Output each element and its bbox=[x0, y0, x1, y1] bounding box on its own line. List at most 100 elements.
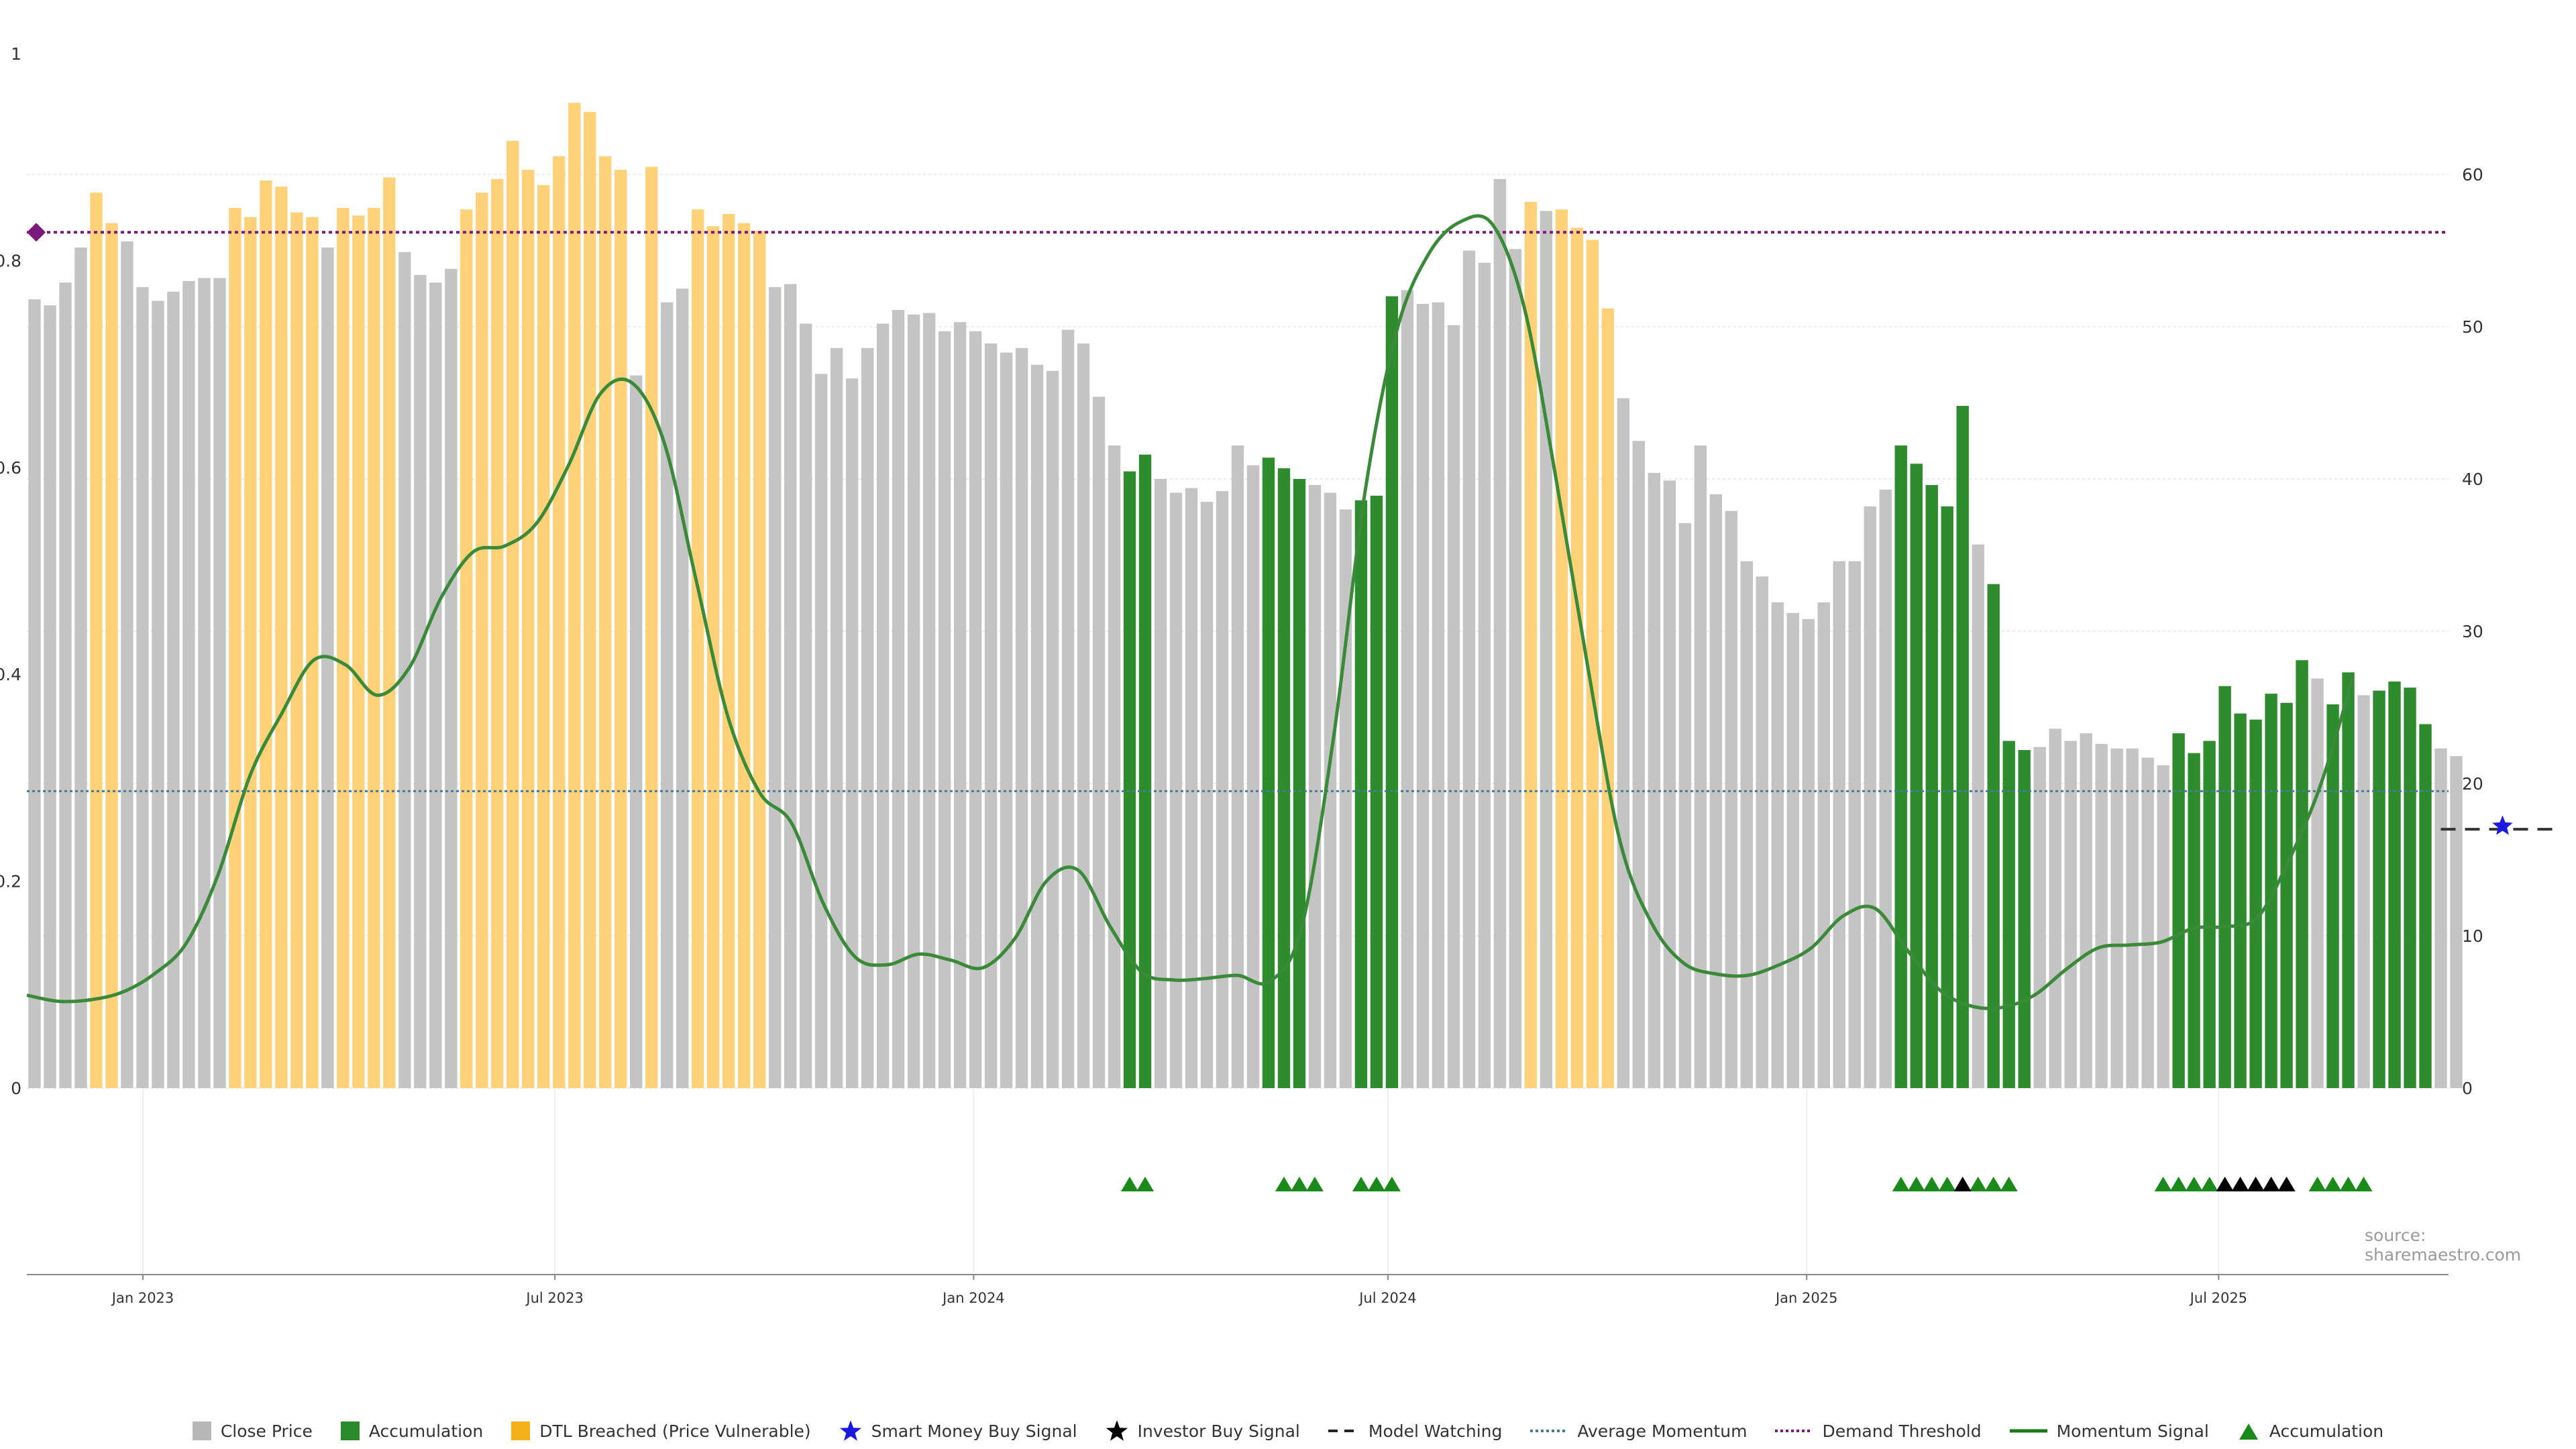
bar bbox=[1632, 441, 1646, 1088]
accumulation-signal-marker bbox=[1367, 1177, 1385, 1191]
bar bbox=[2080, 733, 2092, 1088]
bar bbox=[2049, 729, 2061, 1088]
bar bbox=[1756, 576, 1768, 1088]
bar bbox=[1108, 445, 1121, 1088]
bar bbox=[1447, 325, 1460, 1089]
accumulation-signal-marker bbox=[1907, 1177, 1925, 1191]
accumulation-signal-marker bbox=[1121, 1177, 1139, 1191]
bar bbox=[1030, 364, 1044, 1088]
bar bbox=[553, 156, 566, 1088]
bar bbox=[74, 247, 87, 1089]
bar bbox=[2033, 747, 2046, 1088]
bar bbox=[799, 323, 812, 1089]
bar bbox=[28, 299, 41, 1088]
bar bbox=[213, 278, 226, 1088]
bar bbox=[2249, 719, 2262, 1088]
bar bbox=[1864, 506, 1876, 1088]
investor-signal-marker bbox=[2216, 1177, 2234, 1191]
bar bbox=[722, 214, 735, 1088]
investor-signal-marker bbox=[1953, 1177, 1972, 1191]
bar bbox=[398, 252, 411, 1088]
bar bbox=[491, 178, 504, 1088]
bar bbox=[2326, 704, 2339, 1088]
bar bbox=[1570, 227, 1584, 1089]
bar bbox=[506, 141, 519, 1088]
bar bbox=[1416, 303, 1430, 1089]
bar bbox=[1601, 308, 1615, 1088]
bar bbox=[368, 207, 380, 1089]
bar bbox=[1925, 485, 1938, 1088]
left-tick-label: 0 bbox=[11, 1079, 21, 1098]
legend-label: Accumulation bbox=[368, 1421, 484, 1441]
legend-label: Accumulation bbox=[2269, 1421, 2384, 1441]
legend-item: Accumulation bbox=[340, 1421, 484, 1441]
investor-signal-marker bbox=[2231, 1177, 2249, 1191]
bar bbox=[1061, 329, 1075, 1088]
legend-label: Close Price bbox=[220, 1421, 313, 1441]
bar bbox=[1694, 445, 1707, 1088]
bar bbox=[2450, 756, 2463, 1088]
accumulation-signal-marker bbox=[2308, 1177, 2326, 1191]
accumulation-signal-marker bbox=[2324, 1177, 2342, 1191]
accumulation-signal-marker bbox=[2000, 1177, 2018, 1191]
bar bbox=[1910, 464, 1923, 1088]
accumulation-signal-marker bbox=[2154, 1177, 2172, 1191]
bar bbox=[1123, 471, 1136, 1088]
bar bbox=[1879, 489, 1892, 1088]
bar bbox=[1617, 398, 1630, 1089]
bar bbox=[907, 314, 920, 1089]
legend-square-icon bbox=[340, 1421, 360, 1440]
bar bbox=[1586, 239, 1599, 1088]
bar bbox=[383, 177, 396, 1088]
bar bbox=[1200, 502, 1214, 1088]
bar bbox=[2280, 702, 2293, 1088]
bar bbox=[1015, 347, 1028, 1088]
bar bbox=[2342, 672, 2355, 1088]
bar bbox=[584, 111, 596, 1089]
bar bbox=[1185, 488, 1198, 1088]
bar bbox=[121, 241, 133, 1088]
bar bbox=[198, 278, 211, 1088]
bar bbox=[661, 302, 674, 1089]
bar bbox=[321, 247, 334, 1089]
bar bbox=[2172, 733, 2185, 1088]
legend-item: DTL Breached (Price Vulnerable) bbox=[511, 1421, 811, 1441]
bar bbox=[275, 186, 288, 1088]
accumulation-signal-marker bbox=[1938, 1177, 1956, 1191]
bar bbox=[1941, 506, 1953, 1088]
bar bbox=[1339, 509, 1352, 1088]
bar bbox=[2419, 724, 2432, 1088]
accumulation-signal-marker bbox=[1969, 1177, 1987, 1191]
right-tick-label: 10 bbox=[2462, 926, 2483, 946]
bar bbox=[969, 331, 982, 1088]
bar bbox=[1216, 491, 1229, 1088]
x-tick-label: Jan 2023 bbox=[111, 1290, 174, 1306]
bar bbox=[1293, 479, 1306, 1088]
bar bbox=[1138, 454, 1152, 1088]
legend-label: Model Watching bbox=[1368, 1421, 1503, 1441]
bar bbox=[1709, 494, 1722, 1088]
bar bbox=[753, 230, 766, 1088]
bar bbox=[1077, 343, 1090, 1089]
dotted-line-icon bbox=[1530, 1421, 1568, 1441]
bar bbox=[568, 103, 581, 1088]
bar bbox=[44, 305, 56, 1089]
bar bbox=[861, 347, 874, 1088]
bar bbox=[630, 375, 643, 1088]
bar bbox=[892, 310, 905, 1088]
bar bbox=[2018, 750, 2031, 1088]
x-tick-label: Jul 2023 bbox=[525, 1290, 583, 1306]
accumulation-signal-marker bbox=[2185, 1177, 2203, 1191]
accumulation-signal-marker bbox=[1305, 1177, 1324, 1191]
bar bbox=[768, 286, 782, 1089]
star-icon bbox=[1106, 1421, 1128, 1441]
bar bbox=[2234, 713, 2247, 1088]
bar bbox=[2141, 757, 2154, 1088]
bar bbox=[1956, 406, 1969, 1088]
legend-item: Close Price bbox=[192, 1421, 313, 1441]
momentum-signal-path bbox=[26, 214, 2355, 1010]
accumulation-signal-marker bbox=[1923, 1177, 1941, 1191]
bar bbox=[476, 193, 488, 1088]
bar bbox=[1987, 584, 2000, 1088]
legend-item: Accumulation bbox=[2237, 1421, 2383, 1441]
